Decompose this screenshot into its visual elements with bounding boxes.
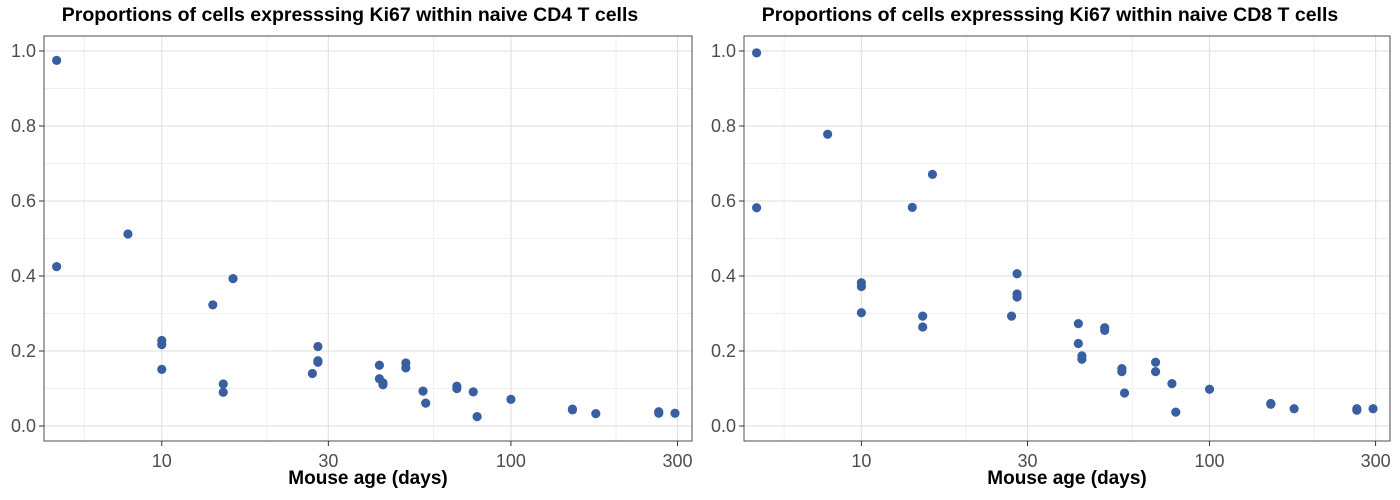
data-point [752, 48, 762, 58]
data-point [378, 380, 388, 390]
x-tick-label: 30 [1017, 451, 1037, 471]
x-tick-label: 10 [851, 451, 871, 471]
data-point [752, 203, 762, 213]
y-tick-label: 0.4 [711, 266, 736, 286]
y-tick-label: 0.4 [11, 266, 36, 286]
y-tick-label: 1.0 [711, 41, 736, 61]
cd4-panel: Proportions of cells expresssing Ki67 wi… [11, 4, 693, 489]
data-point [1204, 384, 1215, 394]
data-point [307, 368, 317, 379]
data-point [1012, 292, 1022, 302]
data-point [1167, 379, 1177, 389]
x-axis-label: Mouse age (days) [987, 468, 1147, 489]
data-point [374, 360, 384, 370]
data-point [927, 169, 938, 179]
plot-border [43, 35, 693, 442]
y-tick-label: 1.0 [11, 41, 36, 61]
data-point [1117, 367, 1127, 377]
x-axis-label: Mouse age (days) [288, 468, 448, 489]
data-point [52, 55, 62, 65]
data-point [208, 300, 218, 310]
x-tick-label: 300 [663, 451, 693, 471]
plot-border [743, 35, 1391, 442]
data-point [468, 387, 478, 397]
data-point [1073, 319, 1083, 329]
x-tick-label: 300 [1361, 451, 1391, 471]
data-point [654, 408, 664, 418]
data-point [1100, 325, 1110, 335]
y-tick-label: 0.0 [11, 416, 36, 436]
data-point [1150, 367, 1161, 377]
data-point [1352, 405, 1362, 415]
x-tick-label: 100 [496, 451, 526, 471]
y-tick-label: 0.2 [711, 341, 736, 361]
data-point [1171, 407, 1181, 417]
data-point [452, 383, 462, 394]
data-point [228, 274, 238, 284]
data-point [421, 398, 431, 408]
cd8-panel: Proportions of cells expresssing Ki67 wi… [700, 0, 1400, 500]
cd4-scatter-plot: 0.0 0.2 0.4 0.6 0.8 1.0 10 30 100 300 [11, 35, 693, 471]
data-point [401, 363, 411, 373]
data-point [1119, 388, 1130, 398]
data-point [918, 322, 928, 332]
data-point [123, 229, 133, 239]
data-point [313, 357, 323, 367]
y-tick-label: 0.8 [711, 116, 736, 136]
data-point [218, 387, 228, 397]
data-point [157, 340, 167, 350]
chart-title: Proportions of cells expresssing Ki67 wi… [61, 4, 639, 26]
data-point [670, 408, 680, 418]
data-point [1368, 404, 1378, 414]
y-tick-label: 0.6 [11, 191, 36, 211]
y-tick-label: 0.6 [711, 191, 736, 211]
data-point [856, 308, 866, 318]
data-point [472, 412, 482, 422]
data-point [1289, 404, 1299, 414]
data-point [918, 311, 928, 321]
data-point [856, 281, 866, 292]
y-tick-label: 0.8 [11, 116, 36, 136]
data-point [1073, 338, 1083, 349]
chart-title: Proportions of cells expresssing Ki67 wi… [761, 4, 1339, 26]
data-point [907, 202, 917, 212]
data-point [823, 129, 833, 139]
data-point [591, 409, 601, 419]
cd8-scatter-plot: 0.0 0.2 0.4 0.6 0.8 1.0 10 30 100 300 [711, 35, 1391, 471]
data-point [418, 386, 428, 396]
y-tick-label: 0.0 [711, 416, 736, 436]
data-point [1006, 311, 1017, 321]
x-tick-label: 30 [318, 451, 338, 471]
data-point [506, 394, 516, 404]
data-point [157, 364, 167, 374]
data-point [1077, 354, 1087, 364]
y-tick-label: 0.2 [11, 341, 36, 361]
data-point [1150, 357, 1161, 367]
x-tick-label: 100 [1194, 451, 1224, 471]
x-tick-label: 10 [152, 451, 172, 471]
data-point [218, 379, 228, 389]
data-point [567, 405, 578, 415]
data-point [313, 341, 323, 352]
data-point [52, 262, 62, 272]
data-point [1266, 399, 1276, 409]
data-point [1012, 269, 1022, 279]
